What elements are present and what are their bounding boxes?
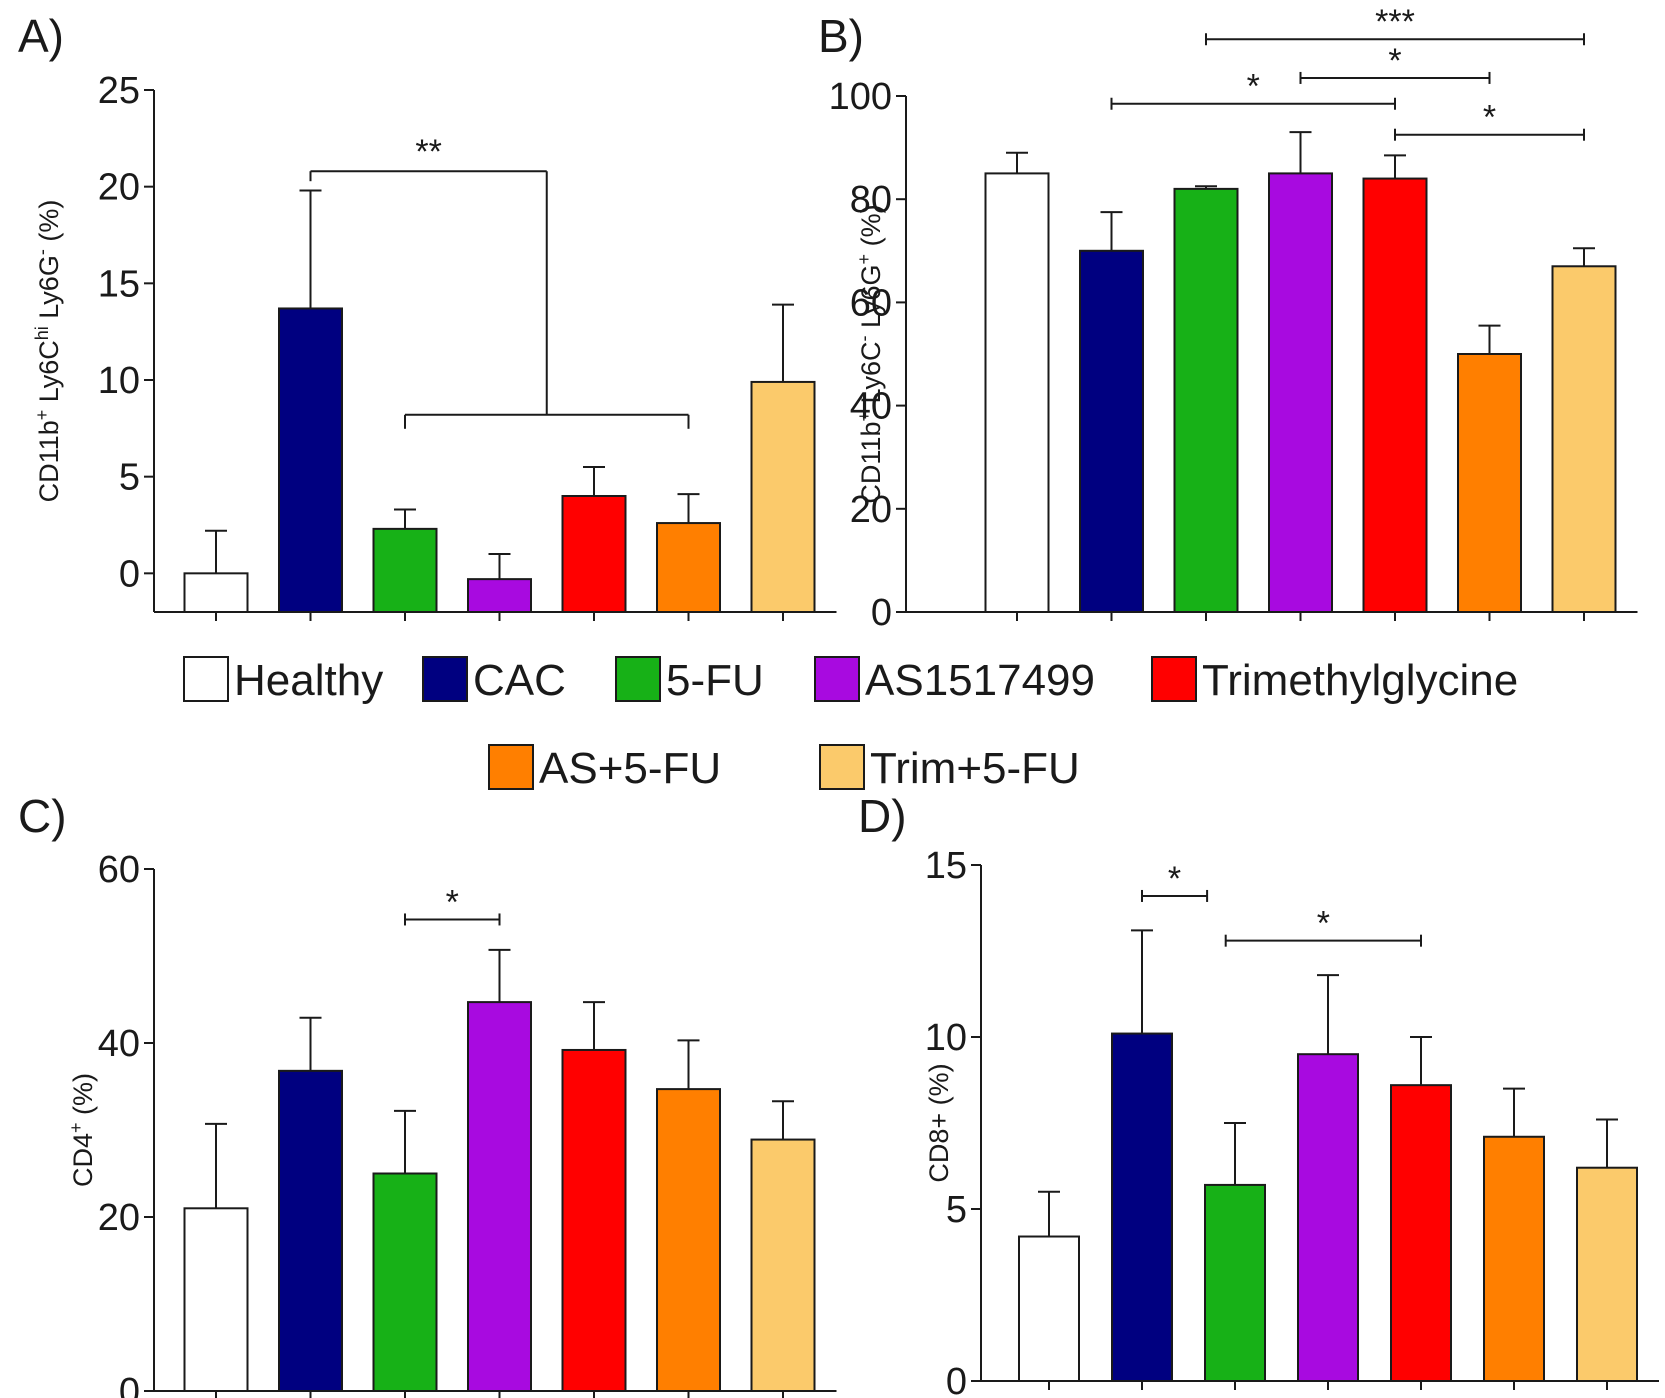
bar-cac	[1079, 249, 1144, 614]
legend-item: Trimethylglycine	[1151, 656, 1518, 705]
legend-item: CAC	[422, 656, 566, 705]
y-tick-label: 0	[871, 592, 892, 634]
bar-cac	[278, 1069, 343, 1392]
bar-trimethylglycine	[561, 495, 627, 613]
y-tick-label: 0	[946, 1361, 967, 1398]
bar-as-5-fu	[656, 1088, 721, 1392]
legend-item: AS1517499	[814, 656, 1095, 705]
legend-swatch	[1151, 656, 1197, 702]
y-tick-label: 100	[829, 76, 892, 118]
bar-healthy	[183, 572, 249, 613]
bar-healthy	[183, 1207, 249, 1393]
y-axis-title: CD4+ (%)	[66, 1073, 98, 1187]
panel-label: C)	[18, 790, 67, 842]
bar-healthy	[984, 172, 1050, 613]
legend-swatch	[422, 656, 468, 702]
legend-label: Healthy	[234, 656, 383, 705]
bar-trim-5-fu	[1551, 265, 1617, 613]
y-tick-label: 0	[119, 1371, 140, 1398]
bar-as1517499	[467, 1001, 532, 1392]
y-tick-label: 5	[119, 457, 140, 499]
bar-trim-5-fu	[1576, 1166, 1638, 1382]
bar-trim-5-fu	[750, 380, 816, 613]
bar-trimethylglycine	[1390, 1084, 1452, 1383]
panel-label: B)	[818, 10, 864, 62]
bar-cac	[1111, 1032, 1173, 1383]
y-tick-label: 10	[925, 1017, 967, 1059]
panel-label: D)	[858, 790, 907, 842]
y-tick-label: 0	[119, 553, 140, 595]
y-tick-label: 20	[98, 167, 140, 209]
bar-5-fu	[1173, 187, 1239, 613]
bar-as1517499	[467, 578, 532, 614]
legend-label: 5-FU	[666, 656, 764, 705]
significance-stars: *	[1388, 42, 1401, 80]
panel-a: A) 0 5 10 15 20 25 CD11b+ Ly6Chi Ly6G- (%) **	[18, 10, 837, 621]
panel-d: D) 0 5 10 15 CD8+ (%) * *	[858, 790, 1659, 1398]
legend-item: 5-FU	[615, 656, 764, 705]
bar-as-5-fu	[656, 522, 721, 613]
bar-trimethylglycine	[1362, 177, 1428, 613]
y-tick-label: 15	[925, 845, 967, 887]
significance-stars: *	[1247, 68, 1260, 106]
y-tick-label: 5	[946, 1189, 967, 1231]
bar-as-5-fu	[1457, 353, 1522, 613]
y-tick-label: 60	[98, 849, 140, 891]
legend-swatch	[814, 656, 860, 702]
legend-swatch	[488, 744, 534, 790]
legend: Healthy CAC 5-FU AS1517499 Trimethylglycine A…	[183, 656, 1518, 793]
y-axis-title: CD8+ (%)	[924, 1063, 954, 1182]
bar-as1517499	[1297, 1053, 1359, 1382]
bar-healthy	[1018, 1235, 1080, 1383]
significance-stars: *	[1168, 860, 1181, 898]
bar-5-fu	[372, 527, 438, 613]
y-tick-label: 15	[98, 263, 140, 305]
bar-trimethylglycine	[561, 1048, 627, 1392]
significance-stars: ***	[1375, 3, 1415, 41]
legend-swatch	[183, 656, 229, 702]
y-tick-label: 25	[98, 70, 140, 112]
legend-label: Trim+5-FU	[870, 744, 1080, 793]
legend-label: Trimethylglycine	[1202, 656, 1518, 705]
panel-label: A)	[18, 10, 64, 62]
legend-item: AS+5-FU	[488, 744, 721, 793]
bar-as1517499	[1268, 172, 1333, 613]
y-tick-label: 60	[850, 282, 892, 324]
significance-stars: *	[1483, 99, 1496, 137]
legend-label: CAC	[473, 656, 566, 705]
y-axis-title: CD11b+ Ly6Chi Ly6G- (%)	[32, 200, 64, 503]
significance-stars: *	[446, 883, 459, 921]
y-tick-label: 10	[98, 360, 140, 402]
bar-as-5-fu	[1483, 1135, 1545, 1383]
panel-c: C) 0 20 40 60 CD4+ (%) *	[18, 790, 837, 1398]
legend-swatch	[819, 744, 865, 790]
y-tick-label: 20	[850, 489, 892, 531]
bar-trim-5-fu	[750, 1138, 816, 1392]
y-tick-label: 40	[850, 386, 892, 428]
legend-item: Trim+5-FU	[819, 744, 1080, 793]
significance-stars: **	[415, 133, 441, 171]
significance-stars: *	[1317, 905, 1330, 943]
legend-label: AS1517499	[865, 656, 1095, 705]
legend-label: AS+5-FU	[539, 744, 721, 793]
y-tick-label: 20	[98, 1197, 140, 1239]
y-tick-label: 80	[850, 179, 892, 221]
legend-swatch	[615, 656, 661, 702]
legend-item: Healthy	[183, 656, 383, 705]
bar-cac	[278, 307, 343, 613]
y-tick-label: 40	[98, 1023, 140, 1065]
bar-5-fu	[1204, 1183, 1266, 1383]
y-axis-title: CD11b+ Ly6C- Ly6G+ (%)	[854, 204, 886, 503]
bar-5-fu	[372, 1172, 438, 1392]
